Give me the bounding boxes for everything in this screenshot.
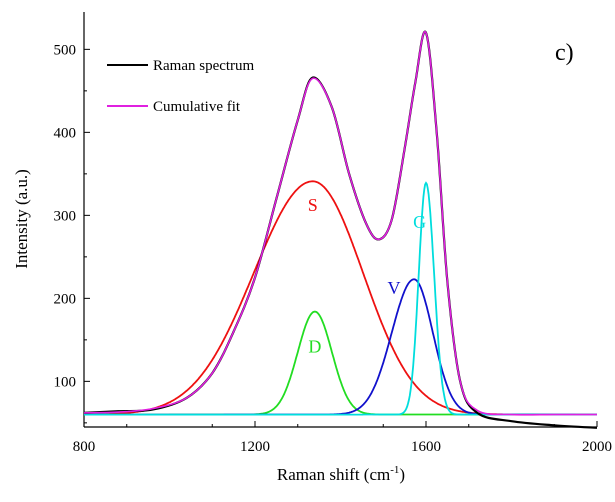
y-tick-label: 500 [54,42,77,58]
y-tick-label: 100 [54,374,77,390]
axis-ticks: 800 1200 1600 2000 100 200 300 400 500 [54,42,613,455]
legend-label-raman: Raman spectrum [153,58,255,74]
x-tick-label: 800 [73,439,96,455]
legend-label-fit: Cumulative fit [153,99,241,115]
series-cumulative-fit [83,30,597,416]
x-axis-label-superscript: -1 [390,464,399,476]
peak-label-g: G [413,212,426,232]
y-tick-label: 300 [54,208,77,224]
component-curve-d [84,310,597,416]
y-tick-label: 200 [54,291,77,307]
peak-label-s: S [308,195,318,215]
x-tick-label: 2000 [582,439,612,455]
component-curve-v [84,278,597,416]
series-raman-spectrum [83,30,598,429]
x-axis-label: Raman shift (cm-1) [277,464,405,484]
peak-label-d: D [308,336,321,356]
x-axis-label-text: Raman shift (cm [277,465,390,484]
peak-labels: S D V G [308,195,426,356]
peak-label-v: V [387,278,400,298]
y-axis-label: Intensity (a.u.) [12,169,31,269]
x-axis-label-close: ) [399,465,405,484]
x-tick-label: 1200 [240,439,270,455]
plot-lines [83,30,598,429]
legend: Raman spectrum Cumulative fit [107,58,255,115]
x-tick-label: 1600 [411,439,441,455]
y-tick-label: 400 [54,125,77,141]
panel-label: c) [555,40,574,66]
